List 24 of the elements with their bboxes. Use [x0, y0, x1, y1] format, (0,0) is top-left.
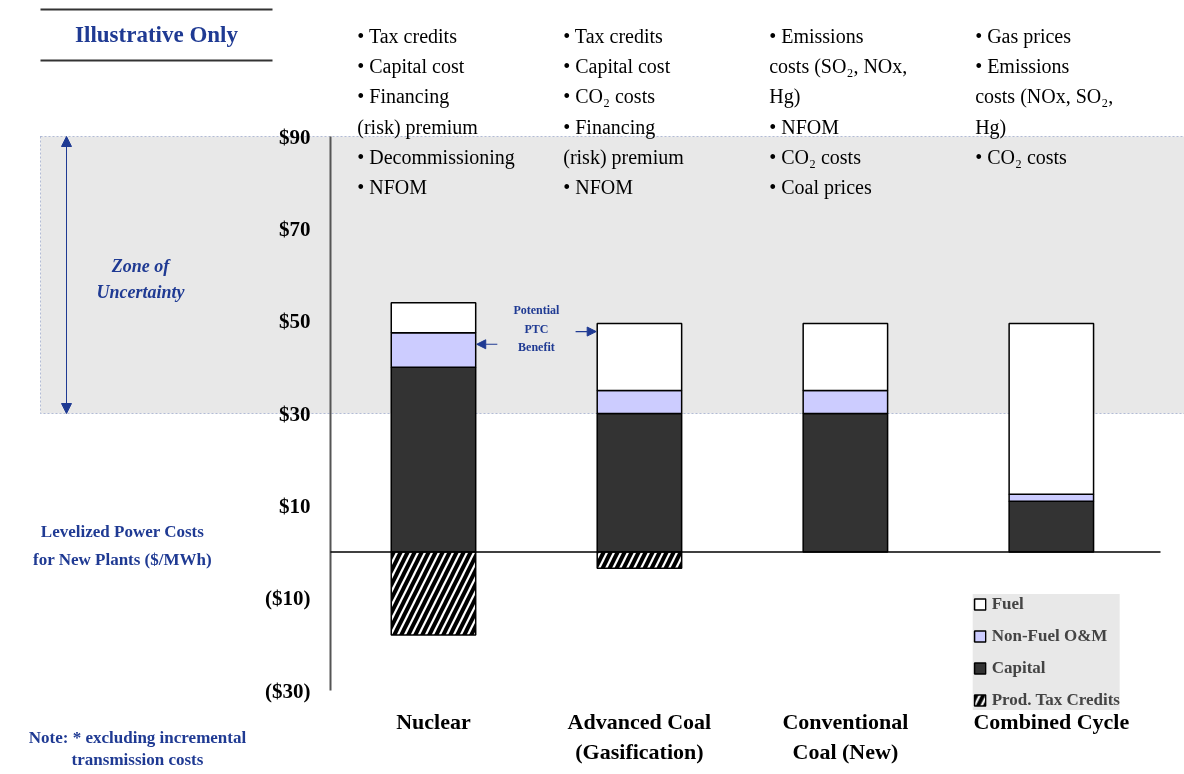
x-tick-label: Nuclear: [396, 708, 471, 734]
chart-title: Illustrative Only: [75, 22, 239, 47]
y-tick-label: $10: [279, 493, 311, 518]
x-tick-label: Advanced Coal (Gasification): [567, 708, 712, 764]
legend-label: Capital: [991, 658, 1046, 678]
legend-label: Prod. Tax Credits: [991, 690, 1120, 710]
band-label: Zone of Uncertainty: [96, 255, 186, 302]
x-tick-label: Combined Cycle: [973, 708, 1130, 734]
annotation: • Tax credits • Capital cost • Financing (risk) premium • Decommissioning • NFOM: [357, 24, 515, 199]
y-tick-label: $90: [279, 124, 311, 149]
annotation: Potential PTC Benefit: [513, 303, 561, 354]
y-tick-label: $50: [279, 309, 311, 334]
y-axis-title: Levelized Power Costs for New Plants ($/MWh): [33, 522, 212, 569]
annotation: • Emissions costs (SO₂, NOx, Hg) • NFOM • CO₂ costs • Coal prices: [769, 24, 908, 200]
x-tick-label: Conventional Coal (New): [782, 708, 909, 764]
y-tick-label: ($10): [265, 586, 311, 611]
legend-label: Fuel: [991, 594, 1024, 614]
annotation: • Tax credits • Capital cost • CO₂ costs • Financing (risk) premium • NFOM: [563, 24, 685, 199]
annotation: • Gas prices • Emissions costs (NOx, SO₂, Hg) • CO₂ costs: [975, 24, 1114, 168]
legend-label: Non-Fuel O&M: [991, 626, 1108, 646]
y-tick-label: $70: [279, 216, 311, 241]
y-tick-label: ($30): [265, 678, 311, 703]
text: Note: * excluding incremental transmission costs: [28, 727, 247, 770]
y-tick-label: $30: [279, 401, 311, 426]
